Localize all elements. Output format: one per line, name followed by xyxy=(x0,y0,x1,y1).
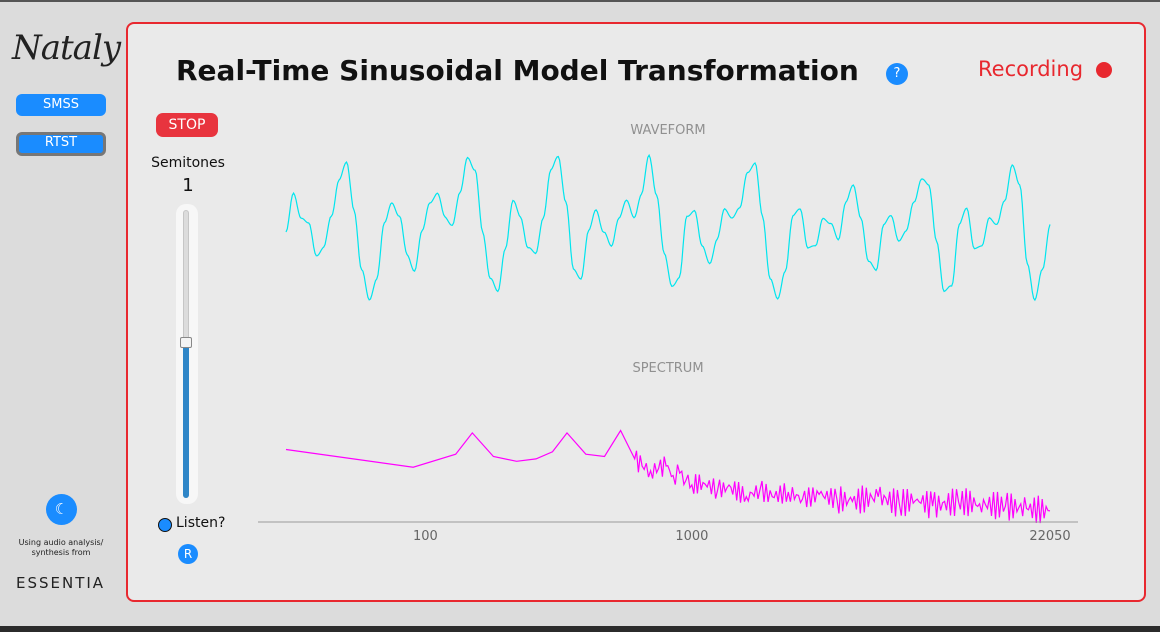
taskbar-strip xyxy=(0,626,1160,632)
help-icon[interactable]: ? xyxy=(886,63,908,85)
sidebar: Nataly SMSS RTST ☾ Using audio analysis/… xyxy=(0,2,122,626)
spectrum-x-ticks: 100 1000 22050 xyxy=(413,529,1071,544)
page-title: Real-Time Sinusoidal Model Transformatio… xyxy=(176,54,859,87)
essentia-logo: ESSENTIA xyxy=(16,574,106,592)
waveform-title: WAVEFORM xyxy=(630,123,705,138)
spectrum-tick-label: 100 xyxy=(413,529,438,544)
listen-label: Listen? xyxy=(176,515,226,531)
credit-text: Using audio analysis/ synthesis from xyxy=(18,538,104,557)
nav-rtst-button[interactable]: RTST xyxy=(16,132,106,156)
r-button[interactable]: R xyxy=(178,544,198,564)
plots-canvas: WAVEFORM SPECTRUM 100 1000 22050 xyxy=(258,123,1078,544)
waveform-line xyxy=(285,153,1051,302)
listen-radio[interactable] xyxy=(158,518,172,532)
spectrum-title: SPECTRUM xyxy=(632,361,703,376)
semitones-slider[interactable] xyxy=(176,204,198,504)
spectrum-line xyxy=(285,429,1051,524)
recording-dot-icon xyxy=(1096,62,1112,78)
slider-handle[interactable] xyxy=(180,337,192,349)
semitones-label: Semitones xyxy=(151,155,225,171)
theme-toggle-moon-icon[interactable]: ☾ xyxy=(46,494,77,525)
main-panel: Real-Time Sinusoidal Model Transformatio… xyxy=(126,22,1146,602)
app-logo: Nataly xyxy=(12,28,121,68)
recording-status: Recording xyxy=(978,57,1084,81)
slider-fill xyxy=(183,342,189,498)
stop-button[interactable]: STOP xyxy=(156,113,218,137)
nav-smss-button[interactable]: SMSS xyxy=(16,94,106,116)
spectrum-tick-label: 22050 xyxy=(1029,529,1070,544)
window-top-border xyxy=(0,0,1160,2)
semitones-value: 1 xyxy=(182,175,194,196)
spectrum-tick-label: 1000 xyxy=(675,529,708,544)
